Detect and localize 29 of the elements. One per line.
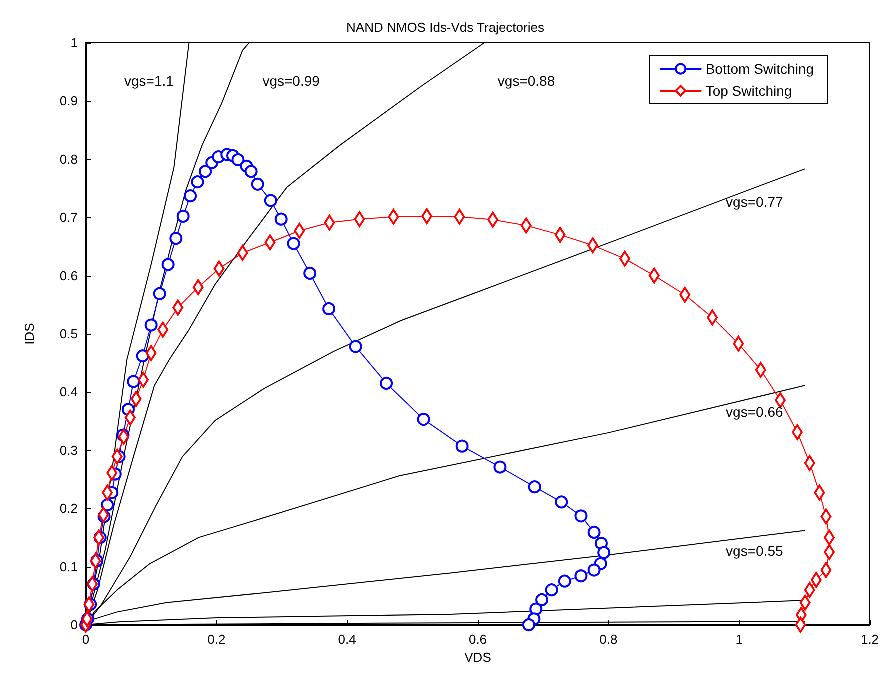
x-tick-label: 0.2 — [208, 632, 226, 647]
x-tick-label: 1 — [736, 632, 743, 647]
y-tick-label: 0.4 — [60, 384, 78, 400]
y-tick-label: 0.1 — [60, 559, 78, 574]
y-tick-label: 0.7 — [60, 210, 78, 226]
y-tick-label: 0 — [70, 618, 78, 632]
legend-label: Bottom Switching — [706, 61, 814, 77]
x-tick-label: 0.6 — [468, 632, 488, 647]
y-tick-label: 0.8 — [60, 152, 78, 167]
chart-title: NAND NMOS Ids-Vds Trajectories — [346, 20, 545, 35]
text: vgs=0.88 — [498, 73, 556, 89]
series-label: vgs=0.66 — [726, 404, 784, 420]
x-axis-title: VDS — [464, 650, 492, 665]
x-tick-label: 1.2 — [860, 632, 880, 647]
x-tick-label: 0.8 — [600, 632, 618, 647]
y-axis-title: IDS — [22, 322, 37, 345]
y-tick-label: 0.6 — [60, 268, 78, 284]
legend-label: Top Switching — [706, 83, 792, 99]
series-label: vgs=0.99 — [262, 73, 320, 89]
series-label: vgs=0.55 — [726, 542, 784, 559]
x-tick-label: 0 — [82, 632, 90, 647]
y-tick-label: 0.5 — [60, 326, 78, 342]
y-tick-label: 0.2 — [60, 501, 78, 516]
series-label: vgs=0.77 — [726, 194, 784, 210]
y-tick-label: 0.9 — [60, 94, 78, 109]
x-tick-label: 0.4 — [338, 632, 356, 647]
series-label: vgs=1.1 — [124, 73, 174, 89]
y-tick-label: 0.3 — [60, 442, 78, 458]
y-tick-label: 1 — [70, 36, 78, 50]
